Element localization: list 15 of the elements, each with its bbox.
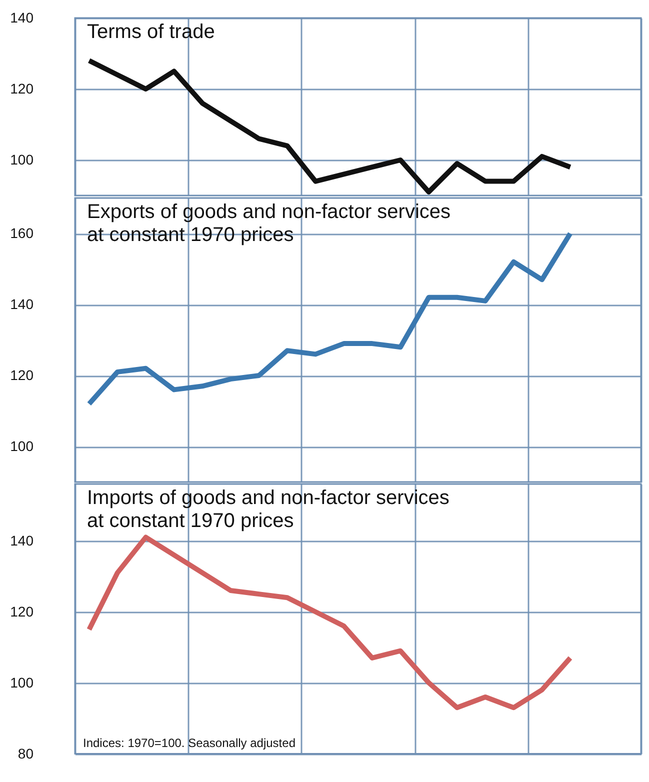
- y-tick-label: 140: [10, 10, 34, 26]
- y-tick-label: 120: [10, 367, 34, 383]
- y-tick-label: 100: [10, 674, 34, 690]
- y-tick-label: 140: [10, 296, 34, 312]
- y-tick-label: 120: [10, 80, 34, 96]
- y-tick-label: 140: [10, 532, 34, 548]
- y-tick-label: 80: [18, 745, 34, 762]
- y-tick-label: 160: [10, 225, 34, 241]
- annotation: Indices: 1970=100. Seasonally adjusted: [83, 736, 296, 750]
- y-tick-label: 100: [10, 152, 34, 168]
- y-tick-label: 120: [10, 603, 34, 620]
- text: Exports of goods and non-factor services at constant 1970 prices: [87, 201, 451, 246]
- text: Imports of goods and non-factor services at constant 1970 prices: [87, 487, 450, 532]
- chart-title: Terms of trade: [87, 21, 215, 43]
- y-tick-label: 100: [10, 438, 34, 454]
